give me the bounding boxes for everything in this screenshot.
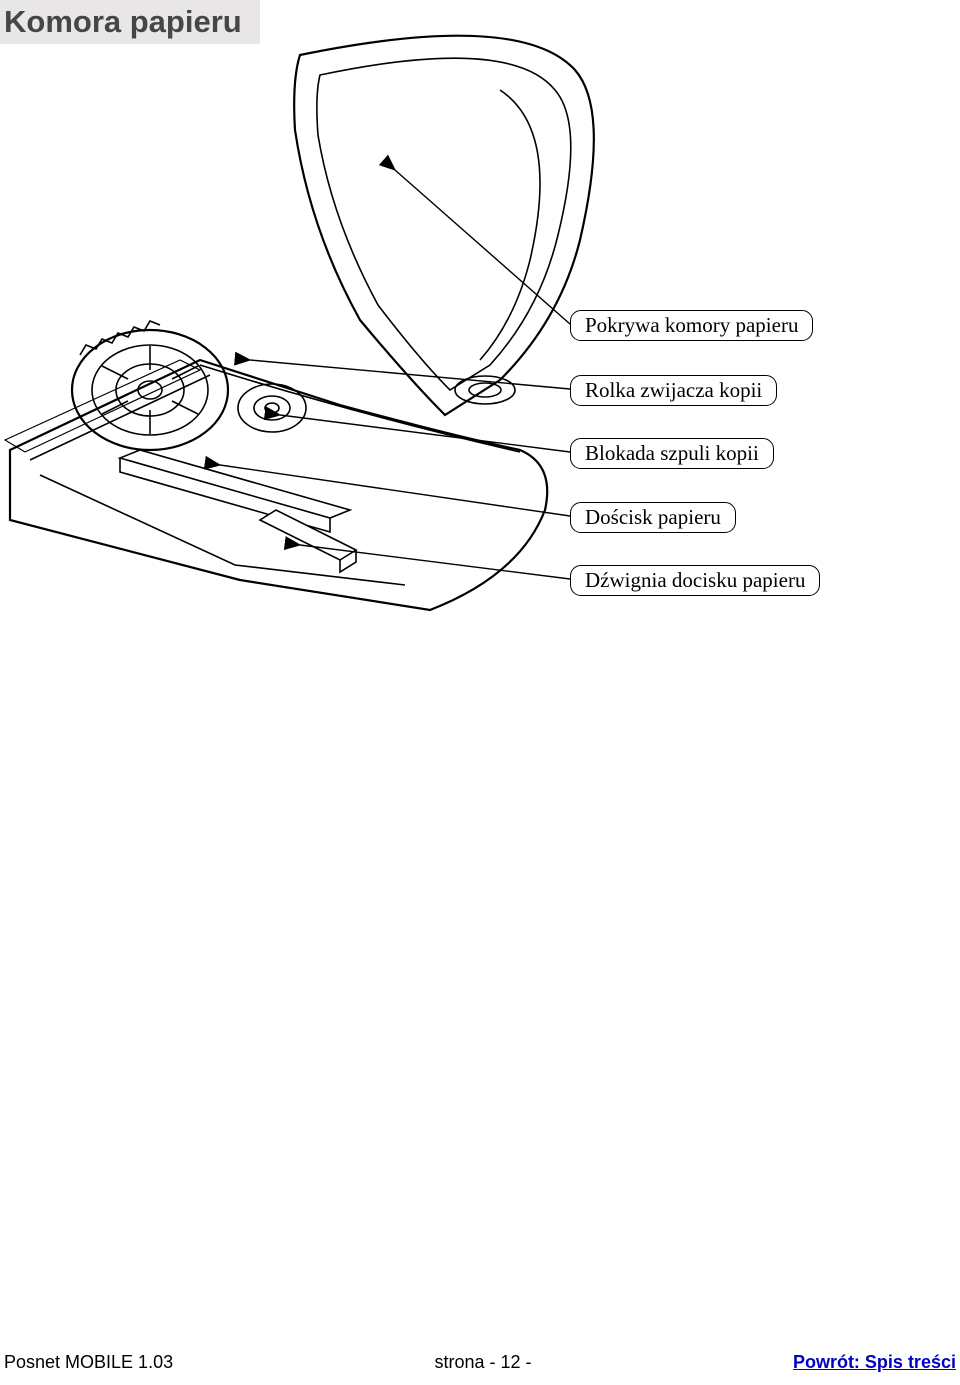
footer-page-num: 12 — [501, 1352, 521, 1372]
footer-doc-title: Posnet MOBILE 1.03 — [4, 1352, 173, 1373]
callout-press: Dościsk papieru — [570, 502, 736, 533]
diagram-svg — [0, 20, 960, 660]
paper-compartment-diagram: Pokrywa komory papieru Rolka zwijacza kop… — [0, 20, 960, 620]
callout-cover: Pokrywa komory papieru — [570, 310, 813, 341]
footer-sep1: - — [485, 1352, 501, 1372]
footer-page-number: strona - 12 - — [434, 1352, 531, 1373]
callout-lever: Dźwignia docisku papieru — [570, 565, 820, 596]
page-footer: Posnet MOBILE 1.03 strona - 12 - Powrót:… — [0, 1352, 960, 1373]
footer-sep2: - — [521, 1352, 532, 1372]
footer-page-prefix: strona — [434, 1352, 484, 1372]
device-illustration — [5, 36, 594, 610]
callout-lock: Blokada szpuli kopii — [570, 438, 774, 469]
toc-return-link[interactable]: Powrót: Spis treści — [793, 1352, 956, 1373]
callout-roll: Rolka zwijacza kopii — [570, 375, 777, 406]
